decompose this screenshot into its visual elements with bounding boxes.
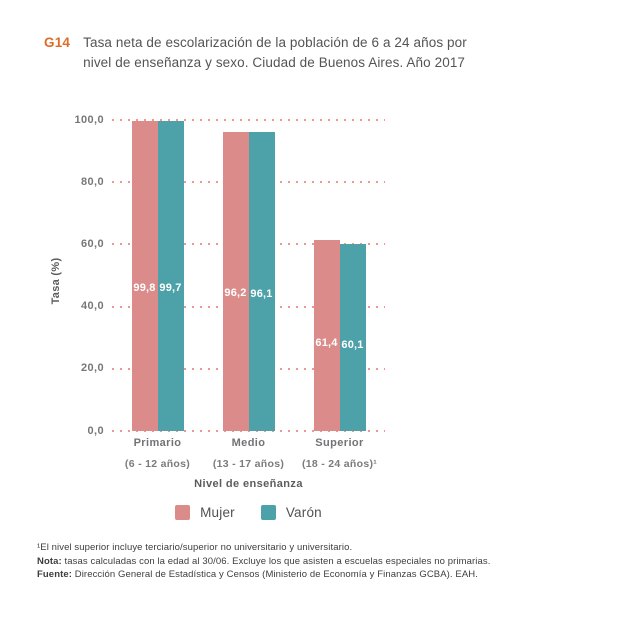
footnotes: ¹El nivel superior incluye terciario/sup… xyxy=(37,541,607,582)
footnote-fuente-label: Fuente: xyxy=(37,569,73,580)
figure-header: G14 Tasa neta de escolarización de la po… xyxy=(44,33,467,73)
footnote-fuente: Fuente: Dirección General de Estadística… xyxy=(37,568,607,582)
footnote-superior-definition: ¹El nivel superior incluye terciario/sup… xyxy=(37,542,353,553)
footnote-nota-text: tasas calculadas con la edad al 30/06. E… xyxy=(61,555,491,567)
bar-mujer-superior: 61,4 xyxy=(313,240,340,431)
legend-label-mujer: Mujer xyxy=(200,505,235,520)
x-category-name-superior: Superior xyxy=(315,437,364,449)
legend: Mujer Varón xyxy=(112,505,385,520)
footnote-nota: Nota: tasas calculadas con la edad al 30… xyxy=(37,555,607,569)
legend-item-varon: Varón xyxy=(260,505,322,520)
bar-value-mujer-primario: 99,8 xyxy=(133,282,156,295)
y-tick-100-0: 100,0 xyxy=(74,113,104,126)
gridline-100-0 xyxy=(112,119,385,121)
bar-varon-superior: 60,1 xyxy=(339,244,366,431)
y-axis-title: Tasa (%) xyxy=(50,257,62,305)
bar-value-mujer-superior: 61,4 xyxy=(315,337,338,350)
x-category-range-medio: (13 - 17 años) xyxy=(212,458,285,470)
y-tick-20-0: 20,0 xyxy=(80,362,104,375)
footnote-fuente-text: Dirección General de Estadística y Censo… xyxy=(72,569,478,580)
figure-title-line1: Tasa neta de escolarización de la poblac… xyxy=(83,35,467,50)
varon-color-swatch xyxy=(260,505,276,520)
y-tick-40-0: 40,0 xyxy=(80,300,104,313)
x-category-primario: Primario (6 - 12 años) xyxy=(125,437,190,470)
mujer-color-swatch xyxy=(175,505,191,520)
bar-value-varon-primario: 99,7 xyxy=(159,282,182,295)
legend-item-mujer: Mujer xyxy=(175,505,235,520)
legend-label-varon: Varón xyxy=(285,505,322,520)
y-tick-60-0: 60,0 xyxy=(80,237,104,250)
figure-title-line2: nivel de enseñanza y sexo. Ciudad de Bue… xyxy=(83,55,466,70)
bar-varon-medio: 96,1 xyxy=(248,132,275,431)
footnote-nota-label: Nota: xyxy=(37,555,62,567)
x-category-superior: Superior (18 - 24 años)¹ xyxy=(302,437,377,470)
gridline-0-0 xyxy=(112,430,385,432)
bar-value-varon-superior: 60,1 xyxy=(341,339,364,352)
x-axis-title: Nivel de enseñanza xyxy=(194,478,303,490)
bar-varon-primario: 99,7 xyxy=(157,120,184,431)
bar-value-varon-medio: 96,1 xyxy=(250,287,273,300)
x-category-name-primario: Primario xyxy=(133,437,182,449)
figure-code: G14 xyxy=(44,35,71,50)
figure-title: Tasa neta de escolarización de la poblac… xyxy=(83,33,467,73)
bar-value-mujer-medio: 96,2 xyxy=(224,287,247,300)
x-category-range-superior: (18 - 24 años)¹ xyxy=(301,458,378,470)
x-category-range-primario: (6 - 12 años) xyxy=(124,458,191,470)
plot-area: 99,8 99,7 96,2 96,1 61,4 60,1 xyxy=(112,119,385,432)
x-category-medio: Medio (13 - 17 años) xyxy=(213,437,284,470)
x-category-name-medio: Medio xyxy=(231,437,266,449)
bar-mujer-primario: 99,8 xyxy=(131,120,158,431)
y-tick-0-0: 0,0 xyxy=(87,424,104,437)
y-tick-80-0: 80,0 xyxy=(80,175,104,188)
bar-mujer-medio: 96,2 xyxy=(222,131,249,431)
